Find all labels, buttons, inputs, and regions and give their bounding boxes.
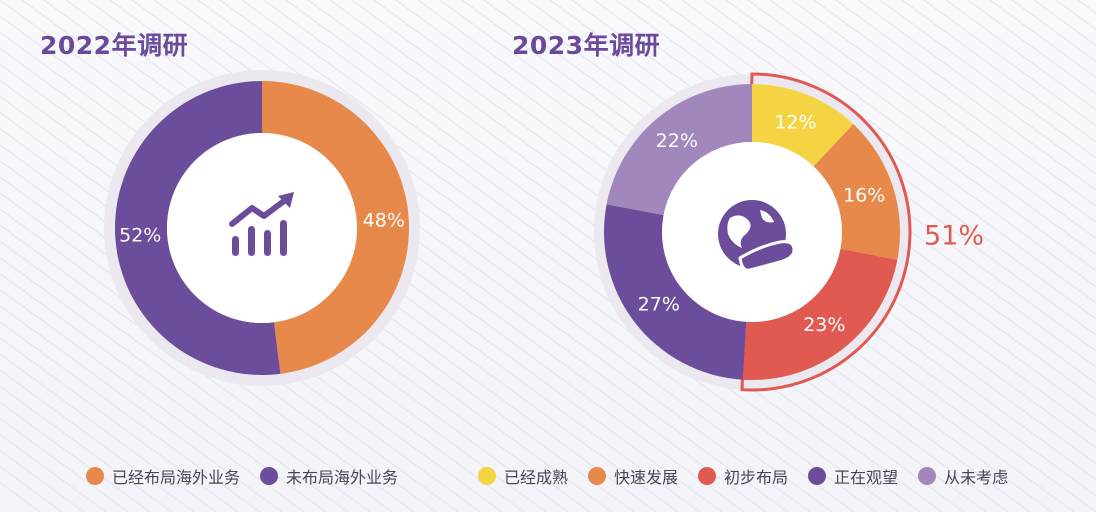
legend-label: 正在观望 (834, 468, 899, 487)
slice-label-2023-1: 16% (843, 185, 885, 207)
legend-label: 已经成熟 (504, 468, 569, 487)
legend-swatch (86, 467, 104, 485)
legend-item: 正在观望 (808, 464, 898, 488)
slice-2023-4 (606, 84, 752, 216)
legend-2023: 已经成熟 快速发展 初步布局 正在观望 从未考虑 (478, 462, 1028, 490)
annotation-51-percent: 51% (924, 221, 984, 252)
legend-swatch (588, 467, 607, 485)
slice-2023-2 (742, 248, 898, 380)
legend-swatch (260, 467, 279, 485)
chart-title-2022: 2022年调研 (40, 31, 189, 60)
legend-item: 未布局海外业务 (260, 464, 398, 488)
globe-hand-icon (718, 200, 796, 272)
legend-item: 已经成熟 (478, 464, 568, 488)
donut-2022: 48% 52% (104, 70, 420, 386)
legend-label: 已经布局海外业务 (112, 468, 241, 487)
slice-label-2022-0: 48% (363, 209, 405, 231)
legend-2022: 已经布局海外业务 未布局海外业务 (86, 462, 418, 490)
legend-label: 初步布局 (724, 468, 789, 487)
slice-2023-3 (603, 204, 747, 380)
annotation-bracket (740, 72, 912, 392)
legend-label: 从未考虑 (944, 468, 1009, 487)
slice-label-2023-3: 27% (638, 293, 680, 315)
donut-center-2022 (167, 133, 357, 323)
legend-item: 已经布局海外业务 (86, 464, 240, 488)
chart-title-2023: 2023年调研 (512, 31, 661, 60)
legend-item: 从未考虑 (918, 464, 1008, 488)
trend-chart-icon (229, 192, 294, 256)
slice-label-2023-2: 23% (803, 314, 845, 336)
legend-swatch (918, 467, 937, 485)
slice-label-2023-4: 22% (656, 130, 698, 152)
legend-item: 快速发展 (588, 464, 678, 488)
legend-swatch (698, 467, 717, 485)
slice-2022-0 (262, 81, 409, 374)
legend-item: 初步布局 (698, 464, 788, 488)
donut-2023: 12% 16% 23% 27% 22% 51% (594, 72, 984, 392)
legend-swatch (478, 467, 496, 485)
slice-2023-1 (813, 124, 900, 260)
slice-2023-0 (752, 84, 854, 167)
legend-label: 未布局海外业务 (286, 468, 399, 487)
slice-2022-1 (114, 81, 281, 375)
slice-label-2023-0: 12% (774, 111, 816, 133)
slice-label-2022-1: 52% (119, 225, 161, 247)
legend-swatch (808, 467, 827, 485)
legend-label: 快速发展 (614, 468, 679, 487)
